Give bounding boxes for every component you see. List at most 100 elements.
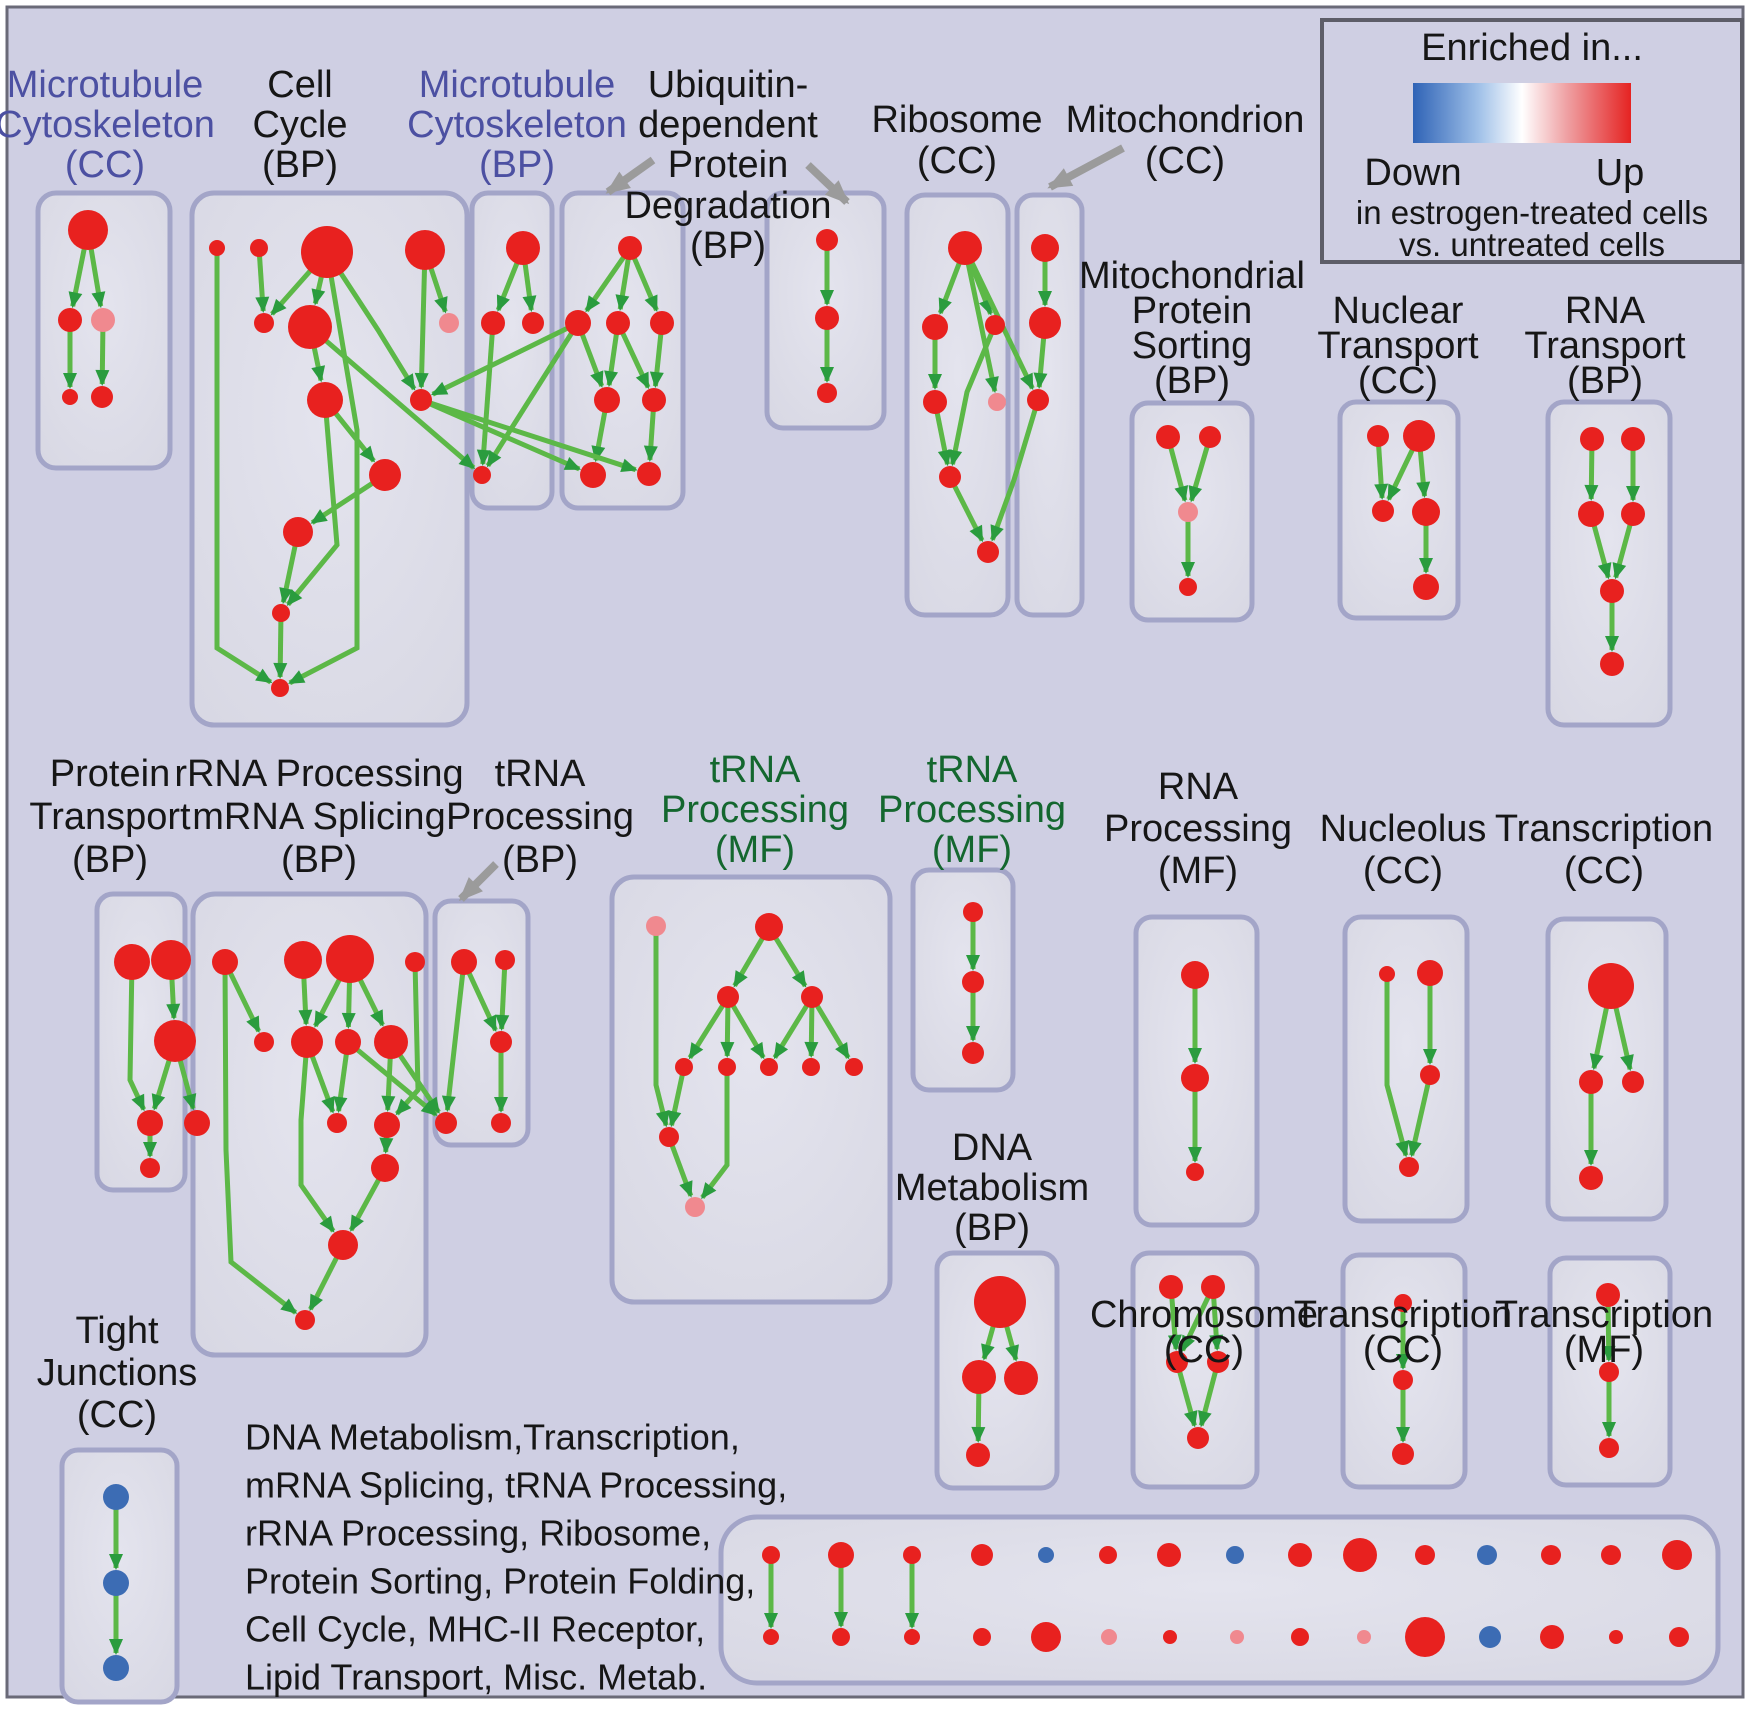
go-term-node xyxy=(374,1025,408,1059)
go-term-node xyxy=(659,1127,679,1147)
go-term-node xyxy=(817,383,837,403)
cross-link-arrow xyxy=(990,399,1041,542)
go-term-node xyxy=(675,1058,693,1076)
go-term-node xyxy=(328,1230,358,1260)
go-term-node xyxy=(1403,420,1435,452)
go-term-node xyxy=(154,1020,196,1062)
go-term-node xyxy=(974,1276,1026,1328)
go-term-node xyxy=(606,311,630,335)
edge-arrow-trna-processing-mf-1 xyxy=(667,1066,687,1128)
go-term-node xyxy=(254,1032,274,1052)
go-term-node xyxy=(1412,498,1440,526)
go-term-node xyxy=(565,310,591,336)
legend-subtitle-2: vs. untreated cells xyxy=(1399,226,1665,263)
layer-nodes xyxy=(58,210,1692,1681)
cluster-label-trna-processing-mf-1: tRNA Processing (MF) xyxy=(661,749,849,871)
go-term-node xyxy=(845,1058,863,1076)
go-term-node xyxy=(646,916,666,936)
edge-arrow-ribosome-cc xyxy=(962,247,999,394)
go-term-node xyxy=(1420,1065,1440,1085)
go-term-node xyxy=(295,1310,315,1330)
go-term-node xyxy=(491,1113,511,1133)
go-term-node xyxy=(103,1570,129,1596)
go-term-node xyxy=(326,935,374,983)
edge-arrow-trna-processing-mf-1 xyxy=(809,995,851,1060)
go-term-node xyxy=(816,229,838,251)
go-term-node xyxy=(962,971,984,993)
band-node xyxy=(1415,1545,1435,1565)
band-node xyxy=(1601,1545,1621,1565)
band-node xyxy=(1288,1543,1312,1567)
cluster-box-mitochondrion-cc xyxy=(1014,192,1085,618)
edge-arrow-trna-processing-mf-1 xyxy=(700,1067,730,1200)
edge-arrow-protein-transport xyxy=(127,961,146,1112)
band-node xyxy=(971,1544,993,1566)
edge-arrow-rrna-mrna xyxy=(222,961,298,1315)
go-term-node xyxy=(988,393,1006,411)
band-node xyxy=(1479,1626,1501,1648)
go-term-node xyxy=(815,306,839,330)
go-term-node xyxy=(1181,1064,1209,1092)
edge-arrow-trna-processing-bp xyxy=(495,959,510,1031)
go-term-node xyxy=(1187,1427,1209,1449)
go-term-node xyxy=(439,313,459,333)
go-term-node xyxy=(1394,1294,1412,1312)
band-node xyxy=(832,1628,850,1646)
go-term-node xyxy=(1393,1370,1413,1390)
cluster-label-ubiquitin: Ubiquitin-dependent Protein Degradation (BP… xyxy=(624,64,831,267)
bottom-band-box xyxy=(718,1514,1721,1686)
go-term-node xyxy=(755,913,783,941)
go-term-node xyxy=(1599,1362,1619,1382)
edge-arrow-ribosome-cc xyxy=(948,324,998,467)
edge-arrow-rrna-mrna xyxy=(298,1041,336,1233)
go-term-node xyxy=(1588,963,1634,1009)
band-node xyxy=(1609,1630,1623,1644)
band-node xyxy=(1099,1546,1117,1564)
go-term-node xyxy=(307,382,343,418)
go-term-node xyxy=(1392,1443,1414,1465)
go-term-node xyxy=(948,231,982,265)
legend-gradient-bar xyxy=(1413,83,1631,143)
band-node xyxy=(762,1546,780,1564)
go-term-node xyxy=(451,949,477,975)
go-term-node xyxy=(718,1058,736,1076)
label-pointer-arrow-2 xyxy=(1047,144,1125,191)
go-term-node xyxy=(1579,1070,1603,1094)
cluster-label-nuclear-transport: Nuclear Transport (CC) xyxy=(1317,290,1479,402)
cross-link-arrow xyxy=(346,1040,438,1117)
go-term-node xyxy=(495,950,515,970)
go-term-node xyxy=(506,231,540,265)
band-node xyxy=(1226,1546,1244,1564)
cluster-label-protein-transport: Protein Transport (BP) xyxy=(29,753,191,881)
go-term-node xyxy=(435,1112,457,1134)
go-term-node xyxy=(650,311,674,335)
go-term-node xyxy=(284,941,322,979)
go-term-node xyxy=(1599,1438,1619,1458)
band-node xyxy=(1101,1629,1117,1645)
edge-arrow-cell-cycle xyxy=(255,247,270,313)
go-term-node xyxy=(335,1029,361,1055)
label-pointer-arrow-1 xyxy=(805,162,850,205)
go-term-node xyxy=(58,308,82,332)
layer-labels: Microtubule Cytoskeleton (CC) Cell Cycle (BP)… xyxy=(0,64,1713,1697)
go-term-node xyxy=(1156,425,1180,449)
go-term-node xyxy=(291,1026,323,1058)
cluster-label-mito-protein-sorting: Mitochondrial Protein Sorting (BP) xyxy=(1079,255,1305,402)
edge-arrow-nucleolus-cc xyxy=(1407,1074,1433,1158)
band-node xyxy=(1163,1630,1177,1644)
go-term-node xyxy=(1621,427,1645,451)
edge-arrow-ubiquitin-box1 xyxy=(584,246,633,313)
go-term-node xyxy=(618,236,642,260)
band-node xyxy=(973,1628,991,1646)
cluster-label-tight-junctions: Tight Junctions (CC) xyxy=(37,1310,198,1436)
go-term-node xyxy=(1207,1351,1229,1373)
go-term-node xyxy=(272,604,290,622)
go-term-node xyxy=(68,210,108,250)
band-node xyxy=(1669,1627,1689,1647)
go-term-node xyxy=(250,239,268,257)
go-term-node xyxy=(137,1110,163,1136)
go-term-node xyxy=(1580,427,1604,451)
go-term-node xyxy=(114,944,150,980)
layer-boxes xyxy=(35,190,1721,1705)
